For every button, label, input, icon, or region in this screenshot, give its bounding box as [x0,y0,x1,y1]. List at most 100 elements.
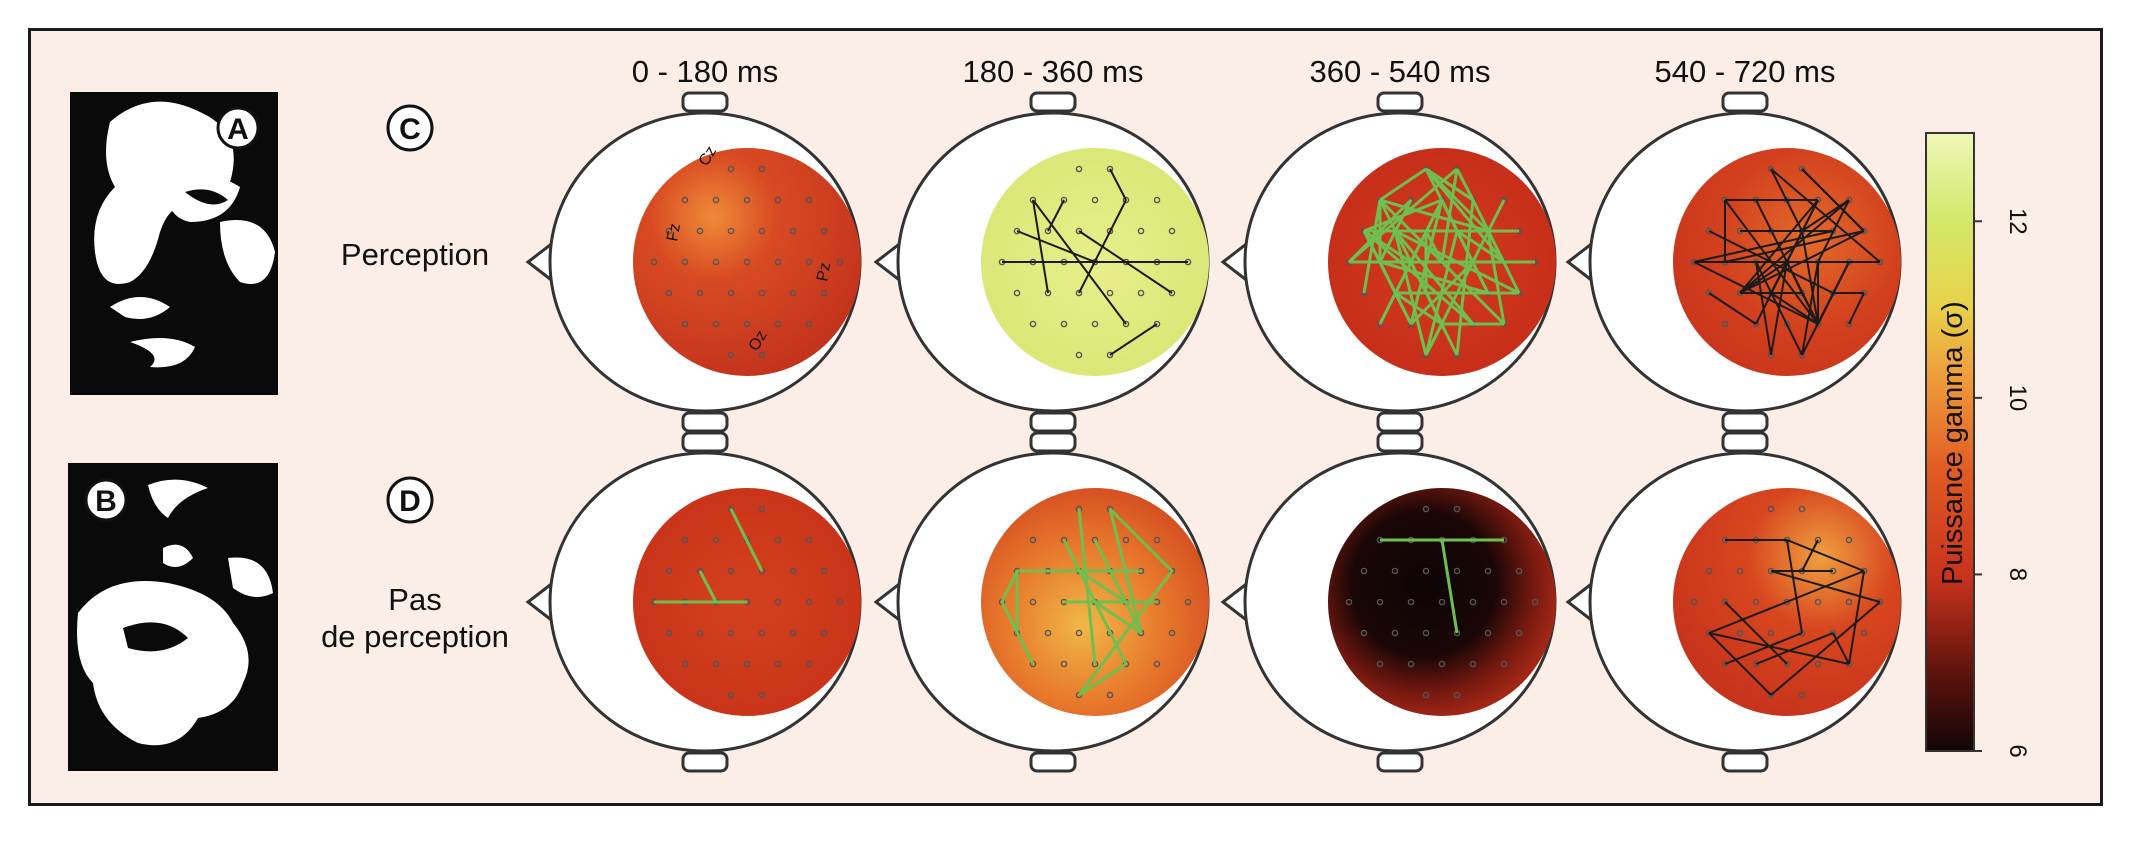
electrode [1168,289,1176,297]
synchrony-edge [1094,600,1142,635]
synchrony-edge [1832,632,1850,665]
topomap-no_perception-4 [1565,431,1902,773]
electrode [1484,567,1492,575]
electrode [1345,598,1353,606]
electrode [1705,289,1713,297]
electrode [1360,629,1368,637]
panel-letter-d: D [386,476,434,524]
colorbar-ticks: 6 8 10 12 [1974,208,2031,758]
electrode [743,196,751,204]
synchrony-edge [1379,167,1427,202]
electrode [1168,629,1176,637]
electrode [1153,536,1161,544]
electrode [1721,598,1729,606]
electrode [789,289,797,297]
row-label-perception: Perception [341,237,489,272]
electrode [1798,691,1806,699]
electrode [1060,320,1068,328]
synchrony-edge [1078,199,1127,294]
synchrony-edge [1801,292,1819,325]
synchrony-edge [1425,167,1474,202]
electrode [1690,598,1698,606]
electrode [727,691,735,699]
electrode [1736,629,1744,637]
topomap-perception-4 [1565,91,1902,433]
electrode [758,227,766,235]
electrode [681,196,689,204]
synchrony-edge [1786,539,1865,572]
electrode [1044,227,1052,235]
electrode [1091,196,1099,204]
electrode [1013,289,1021,297]
electrode [758,629,766,637]
electrode [743,320,751,328]
topomap-no_perception-2 [873,431,1210,773]
electrode [712,196,720,204]
synchrony-edge [1848,292,1865,325]
electrode [1705,227,1713,235]
synchrony-edge [1724,632,1803,665]
electrode [1767,165,1775,173]
electrode [1106,165,1114,173]
electrode [805,536,813,544]
electrode-label-fz: Fz [664,222,684,242]
electrode [1029,598,1037,606]
synchrony-edge [1047,199,1065,232]
electrode [681,660,689,668]
electrode [1075,227,1083,235]
synchrony-edge [1708,292,1757,325]
synchrony-edge [1078,662,1127,697]
synchrony-edge [1708,632,1850,665]
electrode [805,598,813,606]
electrode [1075,289,1083,297]
electrode [743,660,751,668]
electrode [836,598,844,606]
synchrony-edge [1801,539,1819,572]
synchrony-edge [1708,632,1772,696]
synchrony-edge [1362,199,1382,294]
electrode [1736,567,1744,575]
electrode [1391,567,1399,575]
electrode [805,196,813,204]
synchrony-edge [1486,230,1506,325]
synchrony-edge [1424,323,1444,356]
synchrony-edge [1456,229,1505,264]
synchrony-edge [1077,570,1174,696]
synchrony-edge [1455,168,1475,201]
electrode [820,567,828,575]
electrode [1153,196,1161,204]
electrode [789,629,797,637]
colorbar-label: Puissance gamma (σ) [1937,301,1969,585]
electrode [1767,691,1775,699]
synchrony-edge [1347,198,1413,264]
electrode [758,691,766,699]
time-window-2: 180 - 360 ms [963,54,1144,89]
electrode [1376,598,1384,606]
synchrony-edge [1471,199,1521,294]
synchrony-edge [1770,292,1819,325]
electrode [789,227,797,235]
electrode [1106,289,1114,297]
electrode [1060,660,1068,668]
electrode [1783,660,1791,668]
electrode [1407,660,1415,668]
electrode [1752,320,1760,328]
electrode [758,289,766,297]
panel-letter-c: C [386,104,434,152]
electrode [820,629,828,637]
electrode [696,227,704,235]
electrode [1469,598,1477,606]
electrode [1122,536,1130,544]
electrode [727,289,735,297]
synchrony-edge [1077,508,1097,665]
electrode [1845,320,1853,328]
electrode [774,536,782,544]
svg-text:D: D [399,485,421,518]
synchrony-edge [1770,168,1881,263]
synchrony-edge [1786,539,1803,634]
electrode [1184,598,1192,606]
colorbar: Puissance gamma (σ) 6 8 10 12 [1925,132,2031,758]
synchrony-edge [1000,570,1019,603]
electrode [758,351,766,359]
